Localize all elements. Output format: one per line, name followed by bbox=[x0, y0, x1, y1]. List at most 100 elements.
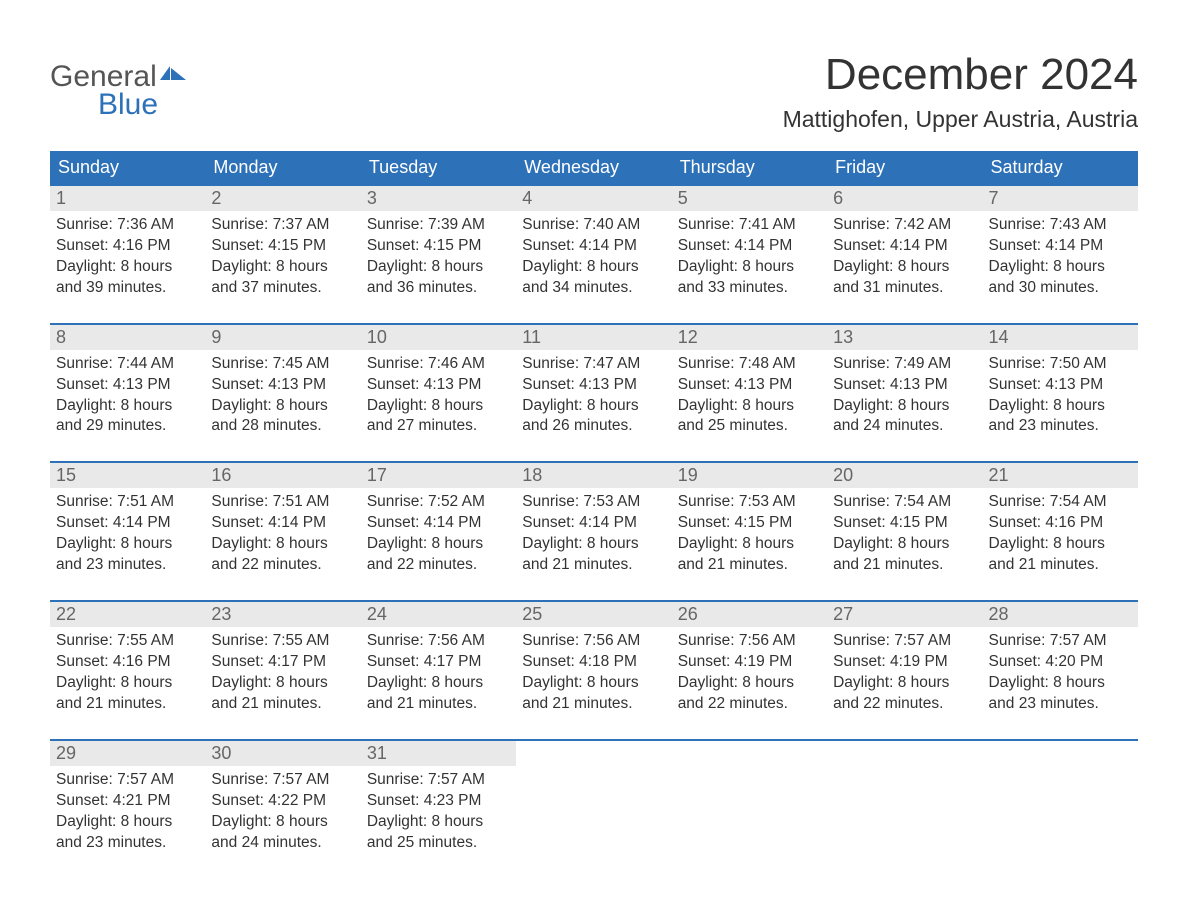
weekday-header-row: SundayMondayTuesdayWednesdayThursdayFrid… bbox=[50, 151, 1138, 184]
sunset-text: Sunset: 4:18 PM bbox=[522, 652, 665, 673]
day-number: 21 bbox=[983, 463, 1138, 488]
sunset-text: Sunset: 4:13 PM bbox=[678, 375, 821, 396]
day-body: Sunrise: 7:53 AMSunset: 4:15 PMDaylight:… bbox=[672, 488, 827, 576]
day-body: Sunrise: 7:37 AMSunset: 4:15 PMDaylight:… bbox=[205, 211, 360, 299]
sunset-text: Sunset: 4:13 PM bbox=[522, 375, 665, 396]
day-cell: 22Sunrise: 7:55 AMSunset: 4:16 PMDayligh… bbox=[50, 602, 205, 723]
daylight-text: Daylight: 8 hours and 29 minutes. bbox=[56, 396, 199, 438]
day-body: Sunrise: 7:36 AMSunset: 4:16 PMDaylight:… bbox=[50, 211, 205, 299]
day-cell: 19Sunrise: 7:53 AMSunset: 4:15 PMDayligh… bbox=[672, 463, 827, 584]
day-body: Sunrise: 7:46 AMSunset: 4:13 PMDaylight:… bbox=[361, 350, 516, 438]
daylight-text: Daylight: 8 hours and 25 minutes. bbox=[367, 812, 510, 854]
day-body: Sunrise: 7:47 AMSunset: 4:13 PMDaylight:… bbox=[516, 350, 671, 438]
day-body: Sunrise: 7:57 AMSunset: 4:19 PMDaylight:… bbox=[827, 627, 982, 715]
sunrise-text: Sunrise: 7:54 AM bbox=[989, 492, 1132, 513]
sunset-text: Sunset: 4:15 PM bbox=[367, 236, 510, 257]
day-body: Sunrise: 7:42 AMSunset: 4:14 PMDaylight:… bbox=[827, 211, 982, 299]
day-cell: 7Sunrise: 7:43 AMSunset: 4:14 PMDaylight… bbox=[983, 186, 1138, 307]
sunset-text: Sunset: 4:15 PM bbox=[678, 513, 821, 534]
calendar-grid: SundayMondayTuesdayWednesdayThursdayFrid… bbox=[50, 151, 1138, 861]
day-cell: 5Sunrise: 7:41 AMSunset: 4:14 PMDaylight… bbox=[672, 186, 827, 307]
daylight-text: Daylight: 8 hours and 22 minutes. bbox=[833, 673, 976, 715]
day-number: 19 bbox=[672, 463, 827, 488]
sunrise-text: Sunrise: 7:57 AM bbox=[367, 770, 510, 791]
sunrise-text: Sunrise: 7:55 AM bbox=[211, 631, 354, 652]
day-cell: 24Sunrise: 7:56 AMSunset: 4:17 PMDayligh… bbox=[361, 602, 516, 723]
day-cell: 6Sunrise: 7:42 AMSunset: 4:14 PMDaylight… bbox=[827, 186, 982, 307]
day-cell: 11Sunrise: 7:47 AMSunset: 4:13 PMDayligh… bbox=[516, 325, 671, 446]
daylight-text: Daylight: 8 hours and 24 minutes. bbox=[833, 396, 976, 438]
sunset-text: Sunset: 4:14 PM bbox=[211, 513, 354, 534]
sunrise-text: Sunrise: 7:46 AM bbox=[367, 354, 510, 375]
sunset-text: Sunset: 4:14 PM bbox=[833, 236, 976, 257]
daylight-text: Daylight: 8 hours and 21 minutes. bbox=[989, 534, 1132, 576]
daylight-text: Daylight: 8 hours and 21 minutes. bbox=[678, 534, 821, 576]
sunrise-text: Sunrise: 7:50 AM bbox=[989, 354, 1132, 375]
sunset-text: Sunset: 4:21 PM bbox=[56, 791, 199, 812]
sunset-text: Sunset: 4:14 PM bbox=[367, 513, 510, 534]
day-number: 18 bbox=[516, 463, 671, 488]
sunrise-text: Sunrise: 7:56 AM bbox=[367, 631, 510, 652]
title-block: December 2024 Mattighofen, Upper Austria… bbox=[783, 50, 1138, 133]
sunset-text: Sunset: 4:13 PM bbox=[833, 375, 976, 396]
day-cell bbox=[827, 741, 982, 862]
day-cell: 30Sunrise: 7:57 AMSunset: 4:22 PMDayligh… bbox=[205, 741, 360, 862]
daylight-text: Daylight: 8 hours and 36 minutes. bbox=[367, 257, 510, 299]
location-text: Mattighofen, Upper Austria, Austria bbox=[783, 106, 1138, 133]
sunset-text: Sunset: 4:17 PM bbox=[211, 652, 354, 673]
sunrise-text: Sunrise: 7:55 AM bbox=[56, 631, 199, 652]
sunset-text: Sunset: 4:17 PM bbox=[367, 652, 510, 673]
weekday-header: Tuesday bbox=[361, 151, 516, 184]
sunset-text: Sunset: 4:19 PM bbox=[833, 652, 976, 673]
sunrise-text: Sunrise: 7:56 AM bbox=[678, 631, 821, 652]
day-number: 6 bbox=[827, 186, 982, 211]
daylight-text: Daylight: 8 hours and 28 minutes. bbox=[211, 396, 354, 438]
day-cell: 13 Sunrise: 7:49 AMSunset: 4:13 PMDayligh… bbox=[827, 325, 982, 446]
daylight-text: Daylight: 8 hours and 21 minutes. bbox=[56, 673, 199, 715]
day-body: Sunrise: 7:57 AMSunset: 4:20 PMDaylight:… bbox=[983, 627, 1138, 715]
day-body: Sunrise: 7:43 AMSunset: 4:14 PMDaylight:… bbox=[983, 211, 1138, 299]
day-number: 16 bbox=[205, 463, 360, 488]
day-number: 13 bbox=[827, 325, 982, 350]
day-cell: 14Sunrise: 7:50 AMSunset: 4:13 PMDayligh… bbox=[983, 325, 1138, 446]
sunset-text: Sunset: 4:15 PM bbox=[833, 513, 976, 534]
day-cell bbox=[672, 741, 827, 862]
day-cell: 15Sunrise: 7:51 AMSunset: 4:14 PMDayligh… bbox=[50, 463, 205, 584]
day-number: 8 bbox=[50, 325, 205, 350]
daylight-text: Daylight: 8 hours and 39 minutes. bbox=[56, 257, 199, 299]
daylight-text: Daylight: 8 hours and 34 minutes. bbox=[522, 257, 665, 299]
sunrise-text: Sunrise: 7:48 AM bbox=[678, 354, 821, 375]
logo: General Blue bbox=[50, 60, 188, 122]
day-body: Sunrise: 7:51 AMSunset: 4:14 PMDaylight:… bbox=[50, 488, 205, 576]
daylight-text: Daylight: 8 hours and 22 minutes. bbox=[678, 673, 821, 715]
week-row: 1Sunrise: 7:36 AMSunset: 4:16 PMDaylight… bbox=[50, 184, 1138, 307]
daylight-text: Daylight: 8 hours and 22 minutes. bbox=[211, 534, 354, 576]
sunrise-text: Sunrise: 7:49 AM bbox=[833, 354, 976, 375]
daylight-text: Daylight: 8 hours and 25 minutes. bbox=[678, 396, 821, 438]
weekday-header: Sunday bbox=[50, 151, 205, 184]
day-body: Sunrise: 7:57 AMSunset: 4:21 PMDaylight:… bbox=[50, 766, 205, 854]
day-body: Sunrise: 7:56 AMSunset: 4:19 PMDaylight:… bbox=[672, 627, 827, 715]
sunrise-text: Sunrise: 7:56 AM bbox=[522, 631, 665, 652]
day-number: 24 bbox=[361, 602, 516, 627]
day-body: Sunrise: 7:56 AMSunset: 4:18 PMDaylight:… bbox=[516, 627, 671, 715]
day-cell: 25Sunrise: 7:56 AMSunset: 4:18 PMDayligh… bbox=[516, 602, 671, 723]
sunrise-text: Sunrise: 7:53 AM bbox=[678, 492, 821, 513]
day-cell: 3Sunrise: 7:39 AMSunset: 4:15 PMDaylight… bbox=[361, 186, 516, 307]
sunset-text: Sunset: 4:23 PM bbox=[367, 791, 510, 812]
logo-text-blue: Blue bbox=[98, 88, 188, 122]
week-row: 15Sunrise: 7:51 AMSunset: 4:14 PMDayligh… bbox=[50, 461, 1138, 584]
day-body: Sunrise: 7:45 AMSunset: 4:13 PMDaylight:… bbox=[205, 350, 360, 438]
sunrise-text: Sunrise: 7:42 AM bbox=[833, 215, 976, 236]
weekday-header: Saturday bbox=[983, 151, 1138, 184]
daylight-text: Daylight: 8 hours and 21 minutes. bbox=[522, 534, 665, 576]
sunrise-text: Sunrise: 7:54 AM bbox=[833, 492, 976, 513]
day-cell: 26Sunrise: 7:56 AMSunset: 4:19 PMDayligh… bbox=[672, 602, 827, 723]
sunset-text: Sunset: 4:14 PM bbox=[522, 236, 665, 257]
daylight-text: Daylight: 8 hours and 37 minutes. bbox=[211, 257, 354, 299]
sunset-text: Sunset: 4:13 PM bbox=[989, 375, 1132, 396]
day-body: Sunrise: 7:40 AMSunset: 4:14 PMDaylight:… bbox=[516, 211, 671, 299]
sunrise-text: Sunrise: 7:39 AM bbox=[367, 215, 510, 236]
day-body: Sunrise: 7:55 AMSunset: 4:17 PMDaylight:… bbox=[205, 627, 360, 715]
week-row: 29Sunrise: 7:57 AMSunset: 4:21 PMDayligh… bbox=[50, 739, 1138, 862]
